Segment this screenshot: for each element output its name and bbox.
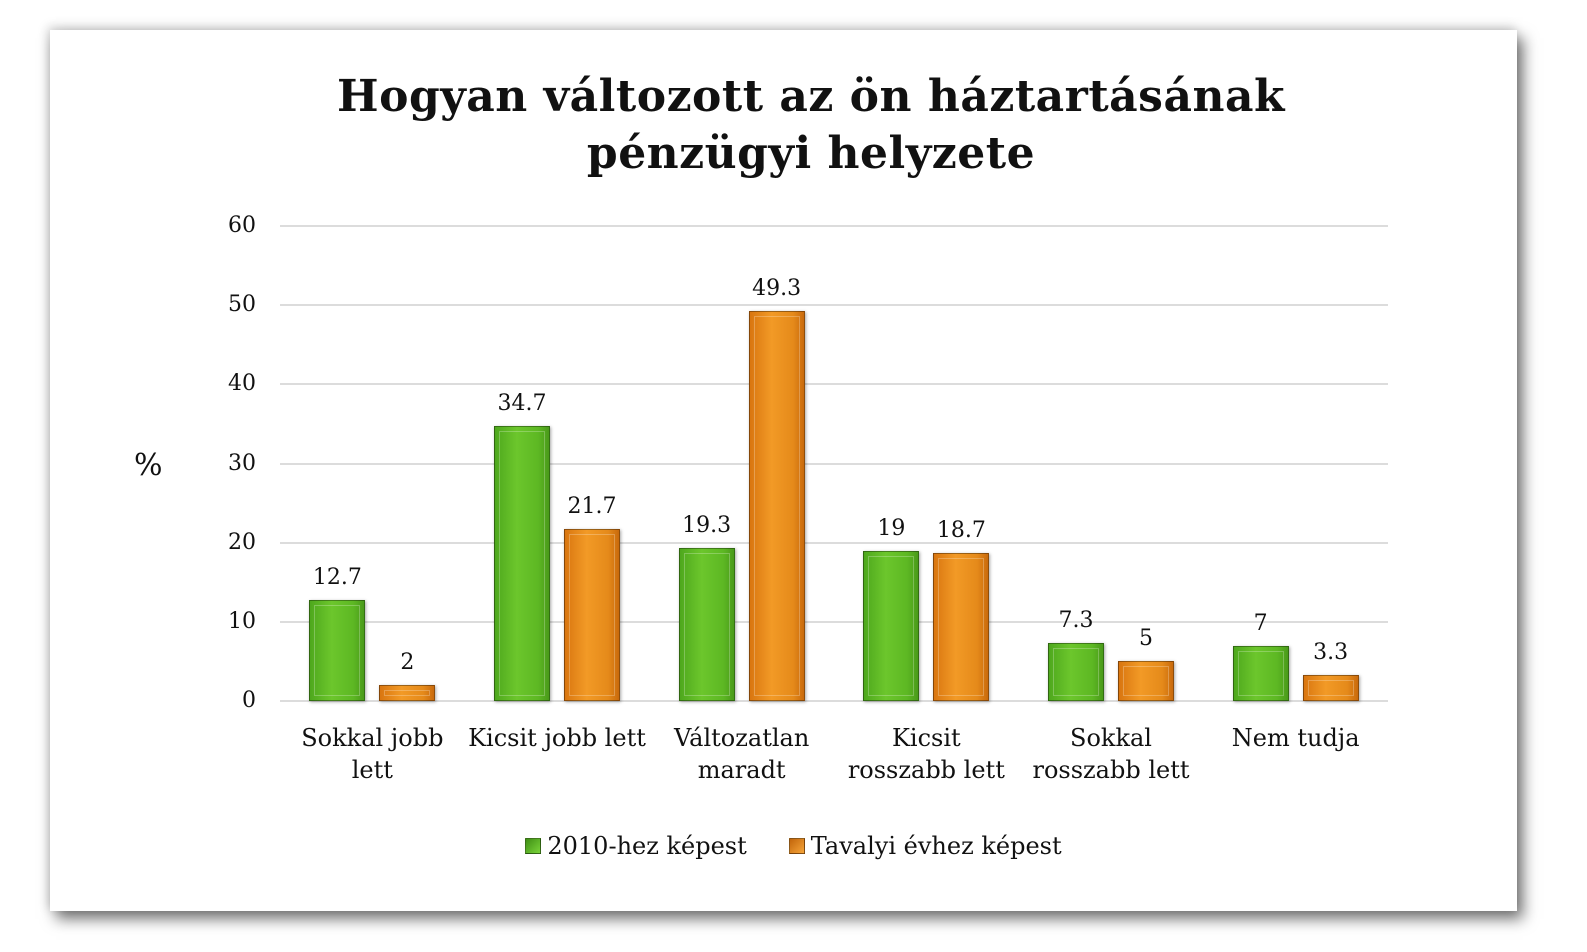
x-tick-label: Kicsit rosszabb lett [834,722,1018,786]
bar [1048,643,1104,701]
chart-title-line-2: pénzügyi helyzete [586,128,1036,179]
x-tick-label-line: Nem tudja [1231,724,1360,752]
bar [1118,661,1174,701]
legend-item-2010: 2010-hez képest [525,832,747,860]
data-label: 2 [400,650,415,676]
y-tick-label: 20 [228,529,256,555]
gridline [280,620,1388,623]
x-tick-label: Változatlan maradt [650,722,834,786]
y-tick-label: 10 [228,608,256,634]
x-tick-label-line: maradt [697,756,786,784]
legend-label: Tavalyi évhez képest [810,832,1062,860]
gridline [280,541,1388,544]
bar [933,552,990,701]
chart-title: Hogyan változott az ön háztartásának pén… [0,68,1587,182]
x-tick-label: Sokkal jobb lett [280,722,464,786]
legend-swatch-green [525,838,542,854]
gridline [280,383,1388,386]
data-label: 18.7 [936,517,986,543]
bar [863,550,920,701]
y-axis-label: % [134,448,163,483]
bar [494,426,550,701]
bar [1232,645,1289,701]
data-label: 7 [1253,610,1268,636]
data-label: 5 [1139,626,1153,652]
bar [1302,674,1359,701]
legend-swatch-orange [788,838,805,854]
x-tick-label-line: Sokkal jobb [301,724,444,752]
x-tick-label-line: Sokkal [1070,724,1152,752]
y-tick-label: 40 [228,371,256,397]
x-tick-label-line: Kicsit [891,724,961,752]
data-label: 7.3 [1058,608,1094,634]
data-label: 19 [877,515,906,541]
data-label: 3.3 [1313,639,1349,665]
x-tick-label-line: Változatlan [674,724,810,752]
y-tick-label: 50 [228,292,256,318]
gridline [280,225,1388,227]
x-tick-label: Sokkal rosszabb lett [1019,722,1203,786]
data-label: 21.7 [567,494,617,520]
x-tick-label: Kicsit jobb lett [465,722,649,754]
gridline [280,700,1388,702]
x-tick-label-line: Kicsit jobb lett [468,724,646,752]
data-label: 34.7 [497,391,547,417]
bar [748,310,805,701]
data-label: 19.3 [682,513,732,539]
x-tick-label-line: rosszabb lett [1032,756,1190,784]
bar [564,529,620,701]
legend-label: 2010-hez képest [547,832,747,860]
gridline [280,462,1388,465]
x-tick-label-line: rosszabb lett [847,756,1005,784]
bar [678,548,735,701]
y-tick-label: 60 [228,213,256,238]
x-tick-label: Nem tudja [1204,722,1388,754]
y-tick-label: 30 [228,450,256,476]
legend-item-tavalyi: Tavalyi évhez képest [788,832,1062,860]
bar [379,685,436,701]
chart-title-line-1: Hogyan változott az ön háztartásának [337,71,1285,122]
bar [309,600,366,701]
x-tick-label-line: lett [351,756,393,784]
legend: 2010-hez képest Tavalyi évhez képest [0,832,1587,860]
data-label: 12.7 [312,565,362,591]
y-tick-label: 0 [242,688,256,713]
gridline [280,304,1388,307]
data-label: 49.3 [752,275,802,301]
